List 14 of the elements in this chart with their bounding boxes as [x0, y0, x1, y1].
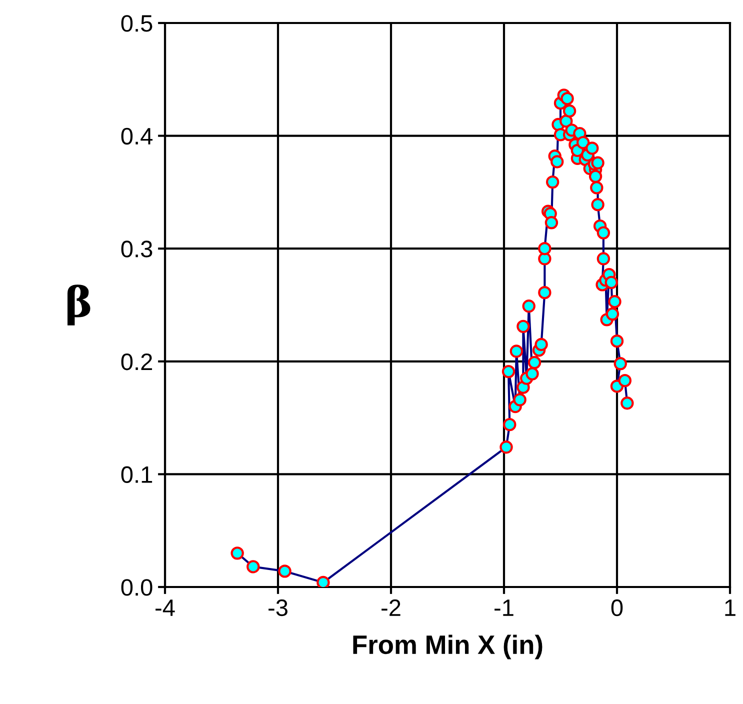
- y-tick-label: 0.4: [121, 128, 153, 145]
- y-tick-label: 0.2: [121, 353, 152, 370]
- y-axis-title: β: [67, 284, 90, 326]
- x-tick-label: 0: [611, 599, 623, 616]
- x-tick-label: -1: [494, 600, 514, 616]
- x-tick-label: -2: [382, 599, 400, 616]
- x-tick-label: -3: [268, 599, 288, 616]
- x-tick-label: -4: [156, 600, 175, 616]
- x-axis-title: From Min X (in): [353, 634, 542, 660]
- y-tick-label: 0.3: [121, 240, 152, 258]
- y-tick-label: 0.5: [121, 15, 152, 32]
- y-tick-label: 0.0: [121, 579, 152, 596]
- x-tick-label: 1: [725, 600, 736, 616]
- y-tick-label: 0.1: [121, 466, 152, 483]
